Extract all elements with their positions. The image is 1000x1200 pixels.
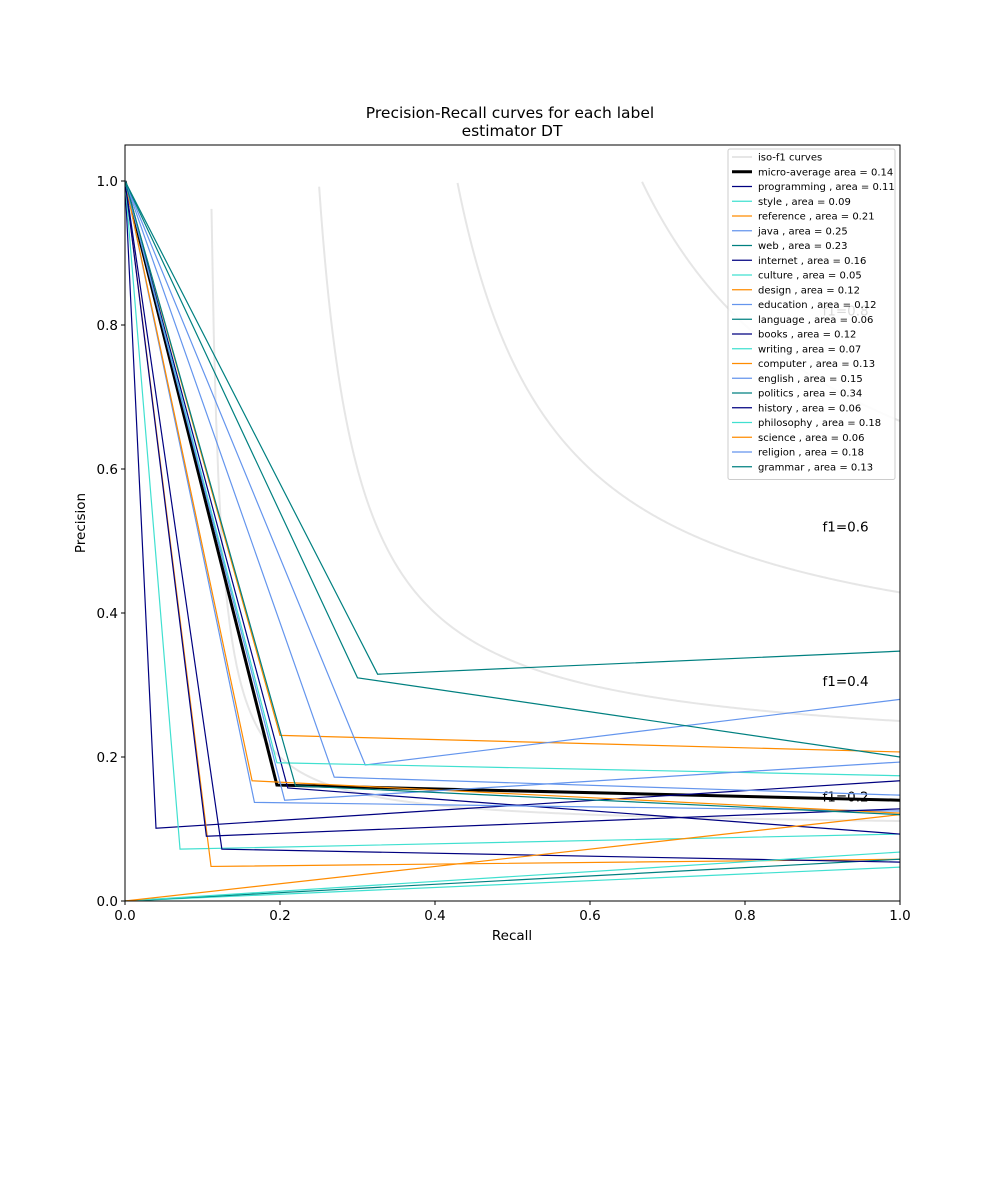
legend-entry: internet , area = 0.16	[758, 256, 866, 267]
x-tick-label: 0.4	[424, 908, 445, 924]
series-line	[125, 180, 900, 777]
x-axis-label: Recall	[492, 928, 532, 944]
series-line	[125, 180, 900, 863]
series-line	[125, 858, 900, 901]
legend-entry: books , area = 0.12	[758, 330, 856, 341]
legend-entry: religion , area = 0.18	[758, 448, 864, 459]
x-tick-label: 0.0	[114, 908, 135, 924]
series-line	[125, 814, 900, 901]
legend-entry: iso-f1 curves	[758, 153, 822, 164]
iso-f1-curve	[318, 186, 900, 722]
legend-entry: politics , area = 0.34	[758, 389, 862, 400]
axis-ticks: 0.0 0.2 0.4 0.6 0.8 1.0 0.0 0.2 0.4 0.6 0.8 1.0	[97, 174, 911, 924]
y-tick-label: 0.6	[97, 462, 118, 478]
legend-entry: web , area = 0.23	[758, 241, 848, 252]
series-line	[125, 180, 900, 812]
iso-f1-curve	[456, 182, 900, 594]
y-axis-label: Precision	[73, 493, 89, 553]
x-tick-label: 0.6	[579, 908, 600, 924]
legend-entry: culture , area = 0.05	[758, 271, 862, 282]
series-line	[125, 180, 900, 758]
legend-entry: language , area = 0.06	[758, 315, 873, 326]
legend-entry: philosophy , area = 0.18	[758, 418, 881, 429]
legend-entry: writing , area = 0.07	[758, 344, 861, 355]
series-line	[125, 180, 900, 814]
series-line	[125, 180, 900, 835]
series-lines	[125, 180, 900, 901]
series-line	[125, 180, 900, 850]
y-tick-label: 1.0	[97, 174, 118, 190]
legend-entry: english , area = 0.15	[758, 374, 863, 385]
series-line	[125, 180, 900, 837]
series-line	[125, 180, 900, 802]
legend-entry: education , area = 0.12	[758, 300, 876, 311]
legend: iso-f1 curves micro-average area = 0.14 pr…	[727, 148, 896, 480]
series-line	[125, 180, 900, 796]
series-line	[125, 180, 900, 801]
chart-subtitle: estimator DT	[462, 122, 563, 140]
legend-entry: reference , area = 0.21	[758, 212, 875, 223]
series-line	[125, 180, 900, 829]
y-tick-label: 0.4	[97, 606, 118, 622]
series-line	[125, 180, 900, 675]
y-tick-label: 0.8	[97, 318, 118, 334]
legend-entry: programming , area = 0.11	[758, 182, 895, 193]
legend-entry: grammar , area = 0.13	[758, 462, 873, 473]
plot-frame	[124, 144, 901, 902]
legend-entry: java , area = 0.25	[757, 226, 848, 237]
iso-f1-label: f1=0.4	[823, 674, 869, 690]
y-tick-label: 0.0	[97, 894, 118, 910]
x-tick-label: 0.8	[734, 908, 755, 924]
legend-entry: history , area = 0.06	[758, 403, 861, 414]
iso-f1-label: f1=0.6	[823, 520, 869, 536]
series-line	[125, 851, 900, 901]
legend-entry: science , area = 0.06	[758, 433, 864, 444]
legend-entry: micro-average area = 0.14	[758, 167, 893, 178]
legend-entry: style , area = 0.09	[758, 197, 851, 208]
chart-title: Precision-Recall curves for each label	[366, 104, 654, 122]
legend-box	[727, 148, 896, 480]
x-tick-label: 1.0	[889, 908, 910, 924]
legend-entry: design , area = 0.12	[758, 285, 860, 296]
legend-entry: computer , area = 0.13	[758, 359, 875, 370]
series-line	[125, 866, 900, 901]
series-line	[125, 180, 900, 816]
y-tick-label: 0.2	[97, 750, 118, 766]
x-tick-label: 0.2	[269, 908, 290, 924]
